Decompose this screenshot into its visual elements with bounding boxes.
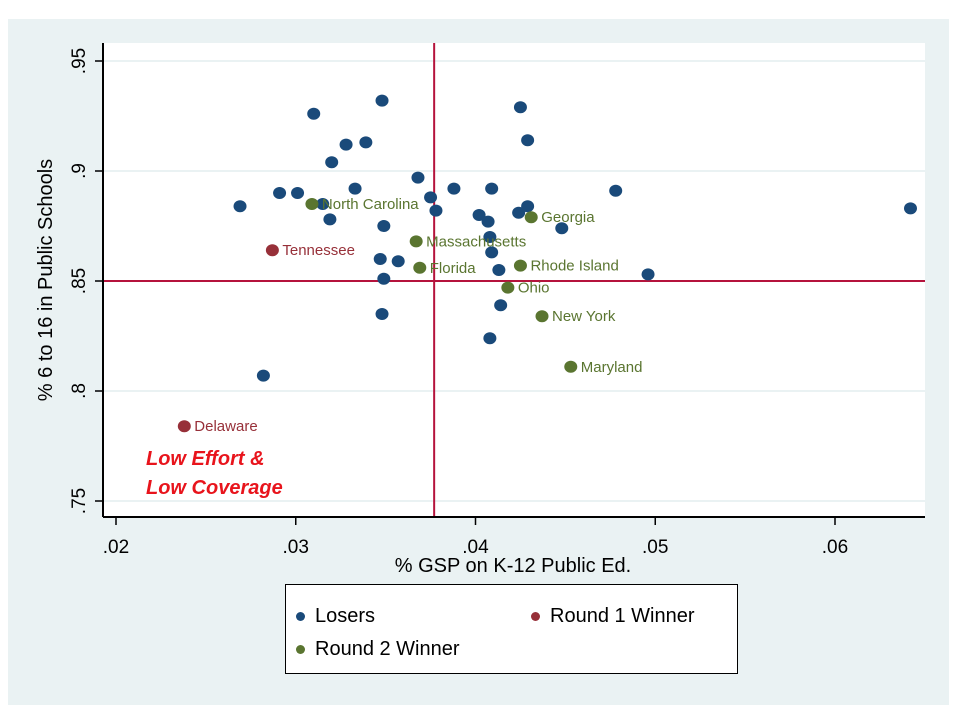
data-point-losers [494,299,507,311]
x-tick-label: .02 [103,537,129,558]
data-point-losers [447,183,460,195]
data-point-round2 [305,198,318,210]
legend-item-round2: Round 2 Winner [296,638,460,661]
legend-item-losers: Losers [296,605,375,628]
data-point-losers [429,205,442,217]
data-point-round2 [413,262,426,274]
data-point-losers [642,268,655,280]
x-tick-label: .03 [283,537,309,558]
data-point-losers [904,202,917,214]
legend-label: Round 2 Winner [315,638,460,661]
data-point-losers [376,95,389,107]
y-tick-label: .8 [69,383,90,399]
y-tick-label: .75 [69,488,90,514]
data-point-round2 [525,211,538,223]
y-tick-label: .95 [69,48,90,74]
data-point-round2 [501,282,514,294]
data-point-losers [376,308,389,320]
point-label: North Carolina [322,196,419,213]
y-tick-label: .85 [69,268,90,294]
data-point-losers [340,139,353,151]
data-point-losers [482,216,495,228]
annotation-line-2: Low Coverage [146,477,283,500]
y-axis-title: % 6 to 16 in Public Schools [35,159,57,401]
data-point-round1 [266,244,279,256]
data-point-round2 [564,361,577,373]
data-point-losers [521,134,534,146]
x-tick-label: .05 [642,537,668,558]
point-label: Massachusetts [426,233,526,250]
legend-marker-losers [296,612,305,621]
data-point-losers [325,156,338,168]
legend: Losers Round 1 Winner Round 2 Winner [285,584,738,674]
x-axis-title: % GSP on K-12 Public Ed. [395,555,631,577]
data-point-losers [609,185,622,197]
data-point-losers [521,200,534,212]
point-label: Maryland [581,359,643,376]
point-label: Tennessee [282,242,355,259]
data-point-losers [392,255,405,267]
point-label: Florida [430,260,477,277]
data-point-round2 [514,260,527,272]
legend-marker-round1 [531,612,540,621]
data-point-losers [257,370,270,382]
legend-marker-round2 [296,645,305,654]
data-point-losers [291,187,304,199]
y-tick-label: .9 [69,163,90,179]
data-point-losers [349,183,362,195]
data-point-losers [492,264,505,276]
data-point-losers [307,108,320,120]
legend-label: Round 1 Winner [550,605,695,628]
legend-item-round1: Round 1 Winner [531,605,695,628]
point-label: Georgia [541,209,595,226]
data-point-losers [514,101,527,113]
data-point-losers [273,187,286,199]
legend-label: Losers [315,605,375,628]
data-point-losers [234,200,247,212]
annotation-line-1: Low Effort & [146,448,265,471]
point-label: New York [552,308,616,325]
point-label: Rhode Island [530,258,618,275]
data-point-round2 [536,310,549,322]
data-point-losers [485,183,498,195]
data-point-losers [424,191,437,203]
data-point-round1 [178,420,191,432]
data-point-losers [411,172,424,184]
data-point-losers [323,213,336,225]
point-label: Delaware [194,418,257,435]
data-point-round2 [410,235,423,247]
data-point-losers [483,332,496,344]
data-point-losers [377,220,390,232]
x-tick-label: .06 [822,537,848,558]
data-point-losers [377,273,390,285]
data-point-losers [374,253,387,265]
data-point-losers [359,136,372,148]
point-label: Ohio [518,280,550,297]
